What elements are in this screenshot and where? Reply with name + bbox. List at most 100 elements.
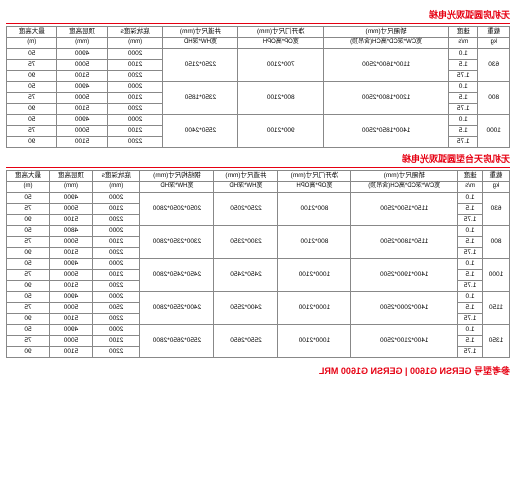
table-cell: 1.75 bbox=[458, 215, 483, 226]
th-door: 净开门尺寸(mm) bbox=[238, 27, 324, 38]
table-cell: 1000 bbox=[483, 259, 510, 292]
table-cell: 2100 bbox=[92, 336, 139, 347]
table-cell: 50 bbox=[7, 259, 50, 270]
table-cell: 1.75 bbox=[458, 314, 483, 325]
table-cell: 1400*2000*2500 bbox=[351, 292, 458, 325]
table1-title: 无机房圆弧观光电梯 bbox=[6, 8, 510, 24]
table-cell: 1.5 bbox=[458, 303, 483, 314]
unit-max: (m) bbox=[7, 38, 57, 49]
th-pit: 底坑深度s bbox=[92, 171, 139, 182]
table-cell: 1150*1500*2500 bbox=[351, 193, 458, 226]
table-cell: 2200 bbox=[107, 71, 163, 82]
table-cell: 50 bbox=[7, 226, 50, 237]
table-cell: 5000 bbox=[57, 126, 107, 137]
unit-speed: m/s bbox=[449, 38, 478, 49]
table-cell: 1.0 bbox=[458, 259, 483, 270]
table-cell: 1150 bbox=[483, 292, 510, 325]
table-cell: 2000 bbox=[92, 193, 139, 204]
table-cell: 50 bbox=[7, 115, 57, 126]
table-cell: 2550*2400 bbox=[163, 115, 238, 148]
table-cell: 5100 bbox=[50, 215, 93, 226]
table-cell: 4900 bbox=[50, 292, 93, 303]
table-cell: 5100 bbox=[50, 281, 93, 292]
table-cell: 1000*2100 bbox=[278, 259, 351, 292]
table-cell: 90 bbox=[7, 215, 50, 226]
table-cell: 800*2100 bbox=[238, 82, 324, 115]
th-shaft: 井道尺寸(mm) bbox=[214, 171, 278, 182]
table-cell: 630 bbox=[478, 49, 510, 82]
table-cell: 2200 bbox=[92, 215, 139, 226]
table-row: 13501.01400*2100*25001000*21002550*26502… bbox=[7, 325, 510, 336]
table-row: 10001.01400*1900*25001000*21002450*24502… bbox=[7, 259, 510, 270]
unit-pit: (mm) bbox=[92, 182, 139, 193]
table-cell: 2550*2650*2800 bbox=[140, 325, 214, 358]
th-steel: 钢结构尺寸(mm) bbox=[140, 171, 214, 182]
table-cell: 2300*2350*2800 bbox=[140, 226, 214, 259]
table-cell: 90 bbox=[7, 314, 50, 325]
table-row: 6301.01100*1600*2500700*21002250*2150200… bbox=[7, 49, 510, 60]
table-cell: 5000 bbox=[50, 270, 93, 281]
table-cell: 2450*2450 bbox=[214, 259, 278, 292]
table-cell: 2200 bbox=[92, 347, 139, 358]
table-cell: 50 bbox=[7, 49, 57, 60]
table-cell: 2550*2650 bbox=[214, 325, 278, 358]
table1-header-row: 载重 速度 轿厢尺寸(mm) 净开门尺寸(mm) 井道尺寸(mm) 底坑深度s … bbox=[7, 27, 510, 38]
table-cell: 75 bbox=[7, 237, 50, 248]
table-cell: 1.0 bbox=[449, 82, 478, 93]
table-cell: 50 bbox=[7, 82, 57, 93]
table-cell: 2200 bbox=[92, 248, 139, 259]
table-cell: 1.5 bbox=[458, 204, 483, 215]
unit-top: (mm) bbox=[57, 38, 107, 49]
table-cell: 2000 bbox=[92, 325, 139, 336]
table-cell: 75 bbox=[7, 93, 57, 104]
table-cell: 1.75 bbox=[449, 71, 478, 82]
table-row: 11501.01400*2000*25001000*21002400*25502… bbox=[7, 292, 510, 303]
table-cell: 1.5 bbox=[458, 237, 483, 248]
table-cell: 2000 bbox=[92, 292, 139, 303]
table1: 载重 速度 轿厢尺寸(mm) 净开门尺寸(mm) 井道尺寸(mm) 底坑深度s … bbox=[6, 26, 510, 148]
table-cell: 90 bbox=[7, 347, 50, 358]
table2-unit-row: kg m/s 宽CW*深CD*高CH(含吊顶) 宽OP*高OPH 宽HW*深HD… bbox=[7, 182, 510, 193]
th-top: 顶层高度 bbox=[57, 27, 107, 38]
table-cell: 1.5 bbox=[449, 60, 478, 71]
table-cell: 4900 bbox=[50, 259, 93, 270]
table-cell: 1000*2100 bbox=[278, 325, 351, 358]
table-row: 8001.01200*1800*2500800*21002350*1850200… bbox=[7, 82, 510, 93]
table-cell: 1.0 bbox=[449, 49, 478, 60]
table-cell: 90 bbox=[7, 104, 57, 115]
table-cell: 5100 bbox=[57, 137, 107, 148]
table-cell: 4900 bbox=[50, 193, 93, 204]
table-cell: 4900 bbox=[57, 82, 107, 93]
table-cell: 1400*1900*2500 bbox=[351, 259, 458, 292]
table-cell: 900*2100 bbox=[238, 115, 324, 148]
table-cell: 800*2100 bbox=[278, 226, 351, 259]
table-cell: 1000*2100 bbox=[278, 292, 351, 325]
table-cell: 700*2100 bbox=[238, 49, 324, 82]
table-row: 10001.01400*1850*2500900*21002550*240020… bbox=[7, 115, 510, 126]
unit-door: 宽OP*高OPH bbox=[278, 182, 351, 193]
table-cell: 2000 bbox=[107, 49, 163, 60]
table-cell: 2200 bbox=[92, 314, 139, 325]
th-top: 顶层高度 bbox=[50, 171, 93, 182]
table-cell: 1200*1800*2500 bbox=[324, 82, 449, 115]
table-cell: 5100 bbox=[57, 104, 107, 115]
table-cell: 800 bbox=[483, 226, 510, 259]
unit-steel: 宽HW*深HD bbox=[140, 182, 214, 193]
table-cell: 1.5 bbox=[458, 336, 483, 347]
table-cell: 1.0 bbox=[458, 292, 483, 303]
table-cell: 5100 bbox=[50, 347, 93, 358]
table-cell: 2200 bbox=[107, 104, 163, 115]
table-cell: 1350 bbox=[483, 325, 510, 358]
table-cell: 2250*2150 bbox=[163, 49, 238, 82]
table-cell: 5000 bbox=[50, 237, 93, 248]
table-cell: 2100 bbox=[92, 237, 139, 248]
table-cell: 75 bbox=[7, 126, 57, 137]
table-cell: 2350*1850 bbox=[163, 82, 238, 115]
table-cell: 75 bbox=[7, 336, 50, 347]
table-cell: 2400*2550 bbox=[214, 292, 278, 325]
table-cell: 1.0 bbox=[449, 115, 478, 126]
th-max: 最大高度 bbox=[7, 27, 57, 38]
table-cell: 2000 bbox=[92, 226, 139, 237]
table-cell: 2100 bbox=[107, 126, 163, 137]
table-cell: 800*2100 bbox=[278, 193, 351, 226]
